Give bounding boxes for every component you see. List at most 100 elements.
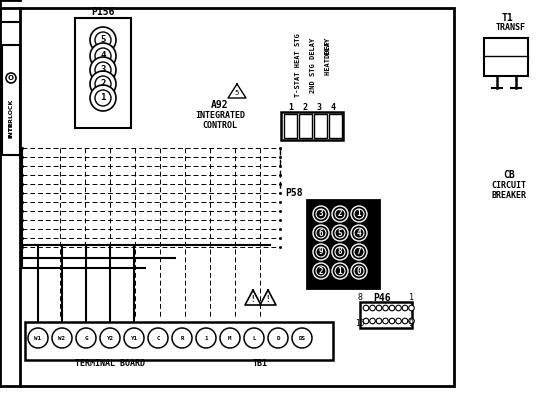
Bar (484, 38, 528, 76)
Text: 3: 3 (316, 103, 321, 113)
Circle shape (196, 328, 216, 348)
Circle shape (396, 305, 401, 311)
Circle shape (409, 318, 414, 324)
Text: CONTROL: CONTROL (203, 122, 238, 130)
Text: INTEGRATED: INTEGRATED (195, 111, 245, 120)
Circle shape (95, 48, 111, 64)
Circle shape (172, 328, 192, 348)
Bar (299, 114, 312, 138)
Text: T-STAT HEAT STG: T-STAT HEAT STG (295, 33, 301, 97)
Text: C: C (156, 335, 160, 340)
Text: M: M (228, 335, 232, 340)
Text: D: D (276, 335, 280, 340)
Circle shape (316, 266, 326, 276)
Circle shape (351, 225, 367, 241)
Text: 9: 9 (319, 248, 324, 256)
Text: 1: 1 (204, 335, 208, 340)
Circle shape (148, 328, 168, 348)
Circle shape (335, 228, 345, 238)
Circle shape (28, 328, 48, 348)
Text: 1: 1 (100, 94, 106, 102)
Circle shape (90, 85, 116, 111)
Circle shape (351, 244, 367, 260)
Text: 4: 4 (100, 51, 106, 60)
Circle shape (383, 318, 388, 324)
Text: 2ND STG DELAY: 2ND STG DELAY (310, 38, 316, 92)
Bar (314, 114, 327, 138)
Text: 2: 2 (100, 79, 106, 88)
Text: DELAY: DELAY (325, 36, 331, 58)
Text: HEAT OFF: HEAT OFF (325, 41, 331, 75)
Text: CB: CB (503, 170, 515, 180)
Text: W1: W1 (34, 335, 42, 340)
Circle shape (335, 266, 345, 276)
Bar (281, 112, 343, 140)
Circle shape (124, 328, 144, 348)
Circle shape (354, 209, 364, 219)
Circle shape (335, 209, 345, 219)
Text: L: L (252, 335, 256, 340)
Text: 1: 1 (338, 267, 342, 275)
Circle shape (389, 318, 395, 324)
Bar (360, 302, 412, 328)
Circle shape (95, 90, 111, 106)
Text: 8: 8 (357, 293, 362, 303)
Circle shape (95, 32, 111, 48)
Circle shape (316, 209, 326, 219)
Text: 7: 7 (357, 248, 361, 256)
Circle shape (292, 328, 312, 348)
Circle shape (409, 305, 414, 311)
Text: 5: 5 (100, 36, 106, 45)
Circle shape (100, 328, 120, 348)
Circle shape (332, 263, 348, 279)
Text: R: R (180, 335, 184, 340)
Text: TB1: TB1 (253, 359, 268, 369)
Bar (20, 8, 454, 386)
Circle shape (370, 318, 375, 324)
Text: P58: P58 (285, 188, 303, 198)
Text: G: G (84, 335, 88, 340)
Circle shape (351, 206, 367, 222)
Circle shape (363, 318, 369, 324)
Text: INTERLOCK: INTERLOCK (8, 98, 13, 138)
Circle shape (90, 27, 116, 53)
Text: CIRCUIT: CIRCUIT (491, 181, 526, 190)
Text: 3: 3 (100, 66, 106, 75)
Text: 2: 2 (338, 209, 342, 218)
Circle shape (52, 328, 72, 348)
Bar (75, 18, 131, 128)
Circle shape (95, 62, 111, 78)
Circle shape (383, 305, 388, 311)
Text: Y2: Y2 (106, 335, 114, 340)
Text: !: ! (251, 295, 255, 303)
Circle shape (402, 305, 408, 311)
Circle shape (376, 305, 382, 311)
Circle shape (76, 328, 96, 348)
Text: TRANSF: TRANSF (496, 23, 526, 32)
Text: Y1: Y1 (131, 335, 137, 340)
Text: A92: A92 (211, 100, 229, 110)
Text: INTR: INTR (8, 122, 13, 138)
Circle shape (313, 225, 329, 241)
Circle shape (90, 43, 116, 69)
Circle shape (354, 266, 364, 276)
Circle shape (332, 244, 348, 260)
Text: TERMINAL BOARD: TERMINAL BOARD (75, 359, 145, 369)
Circle shape (389, 305, 395, 311)
Circle shape (90, 57, 116, 83)
Text: 1: 1 (357, 209, 361, 218)
Text: O: O (8, 75, 14, 81)
Bar (284, 114, 297, 138)
Circle shape (351, 263, 367, 279)
Circle shape (370, 305, 375, 311)
Circle shape (316, 228, 326, 238)
Text: 4: 4 (331, 103, 336, 113)
Text: 2: 2 (319, 267, 324, 275)
Circle shape (376, 318, 382, 324)
Text: T1: T1 (502, 13, 514, 23)
Circle shape (363, 305, 369, 311)
Text: P156: P156 (91, 7, 115, 17)
Text: 6: 6 (319, 228, 324, 237)
Circle shape (354, 228, 364, 238)
Bar (307, 200, 379, 288)
